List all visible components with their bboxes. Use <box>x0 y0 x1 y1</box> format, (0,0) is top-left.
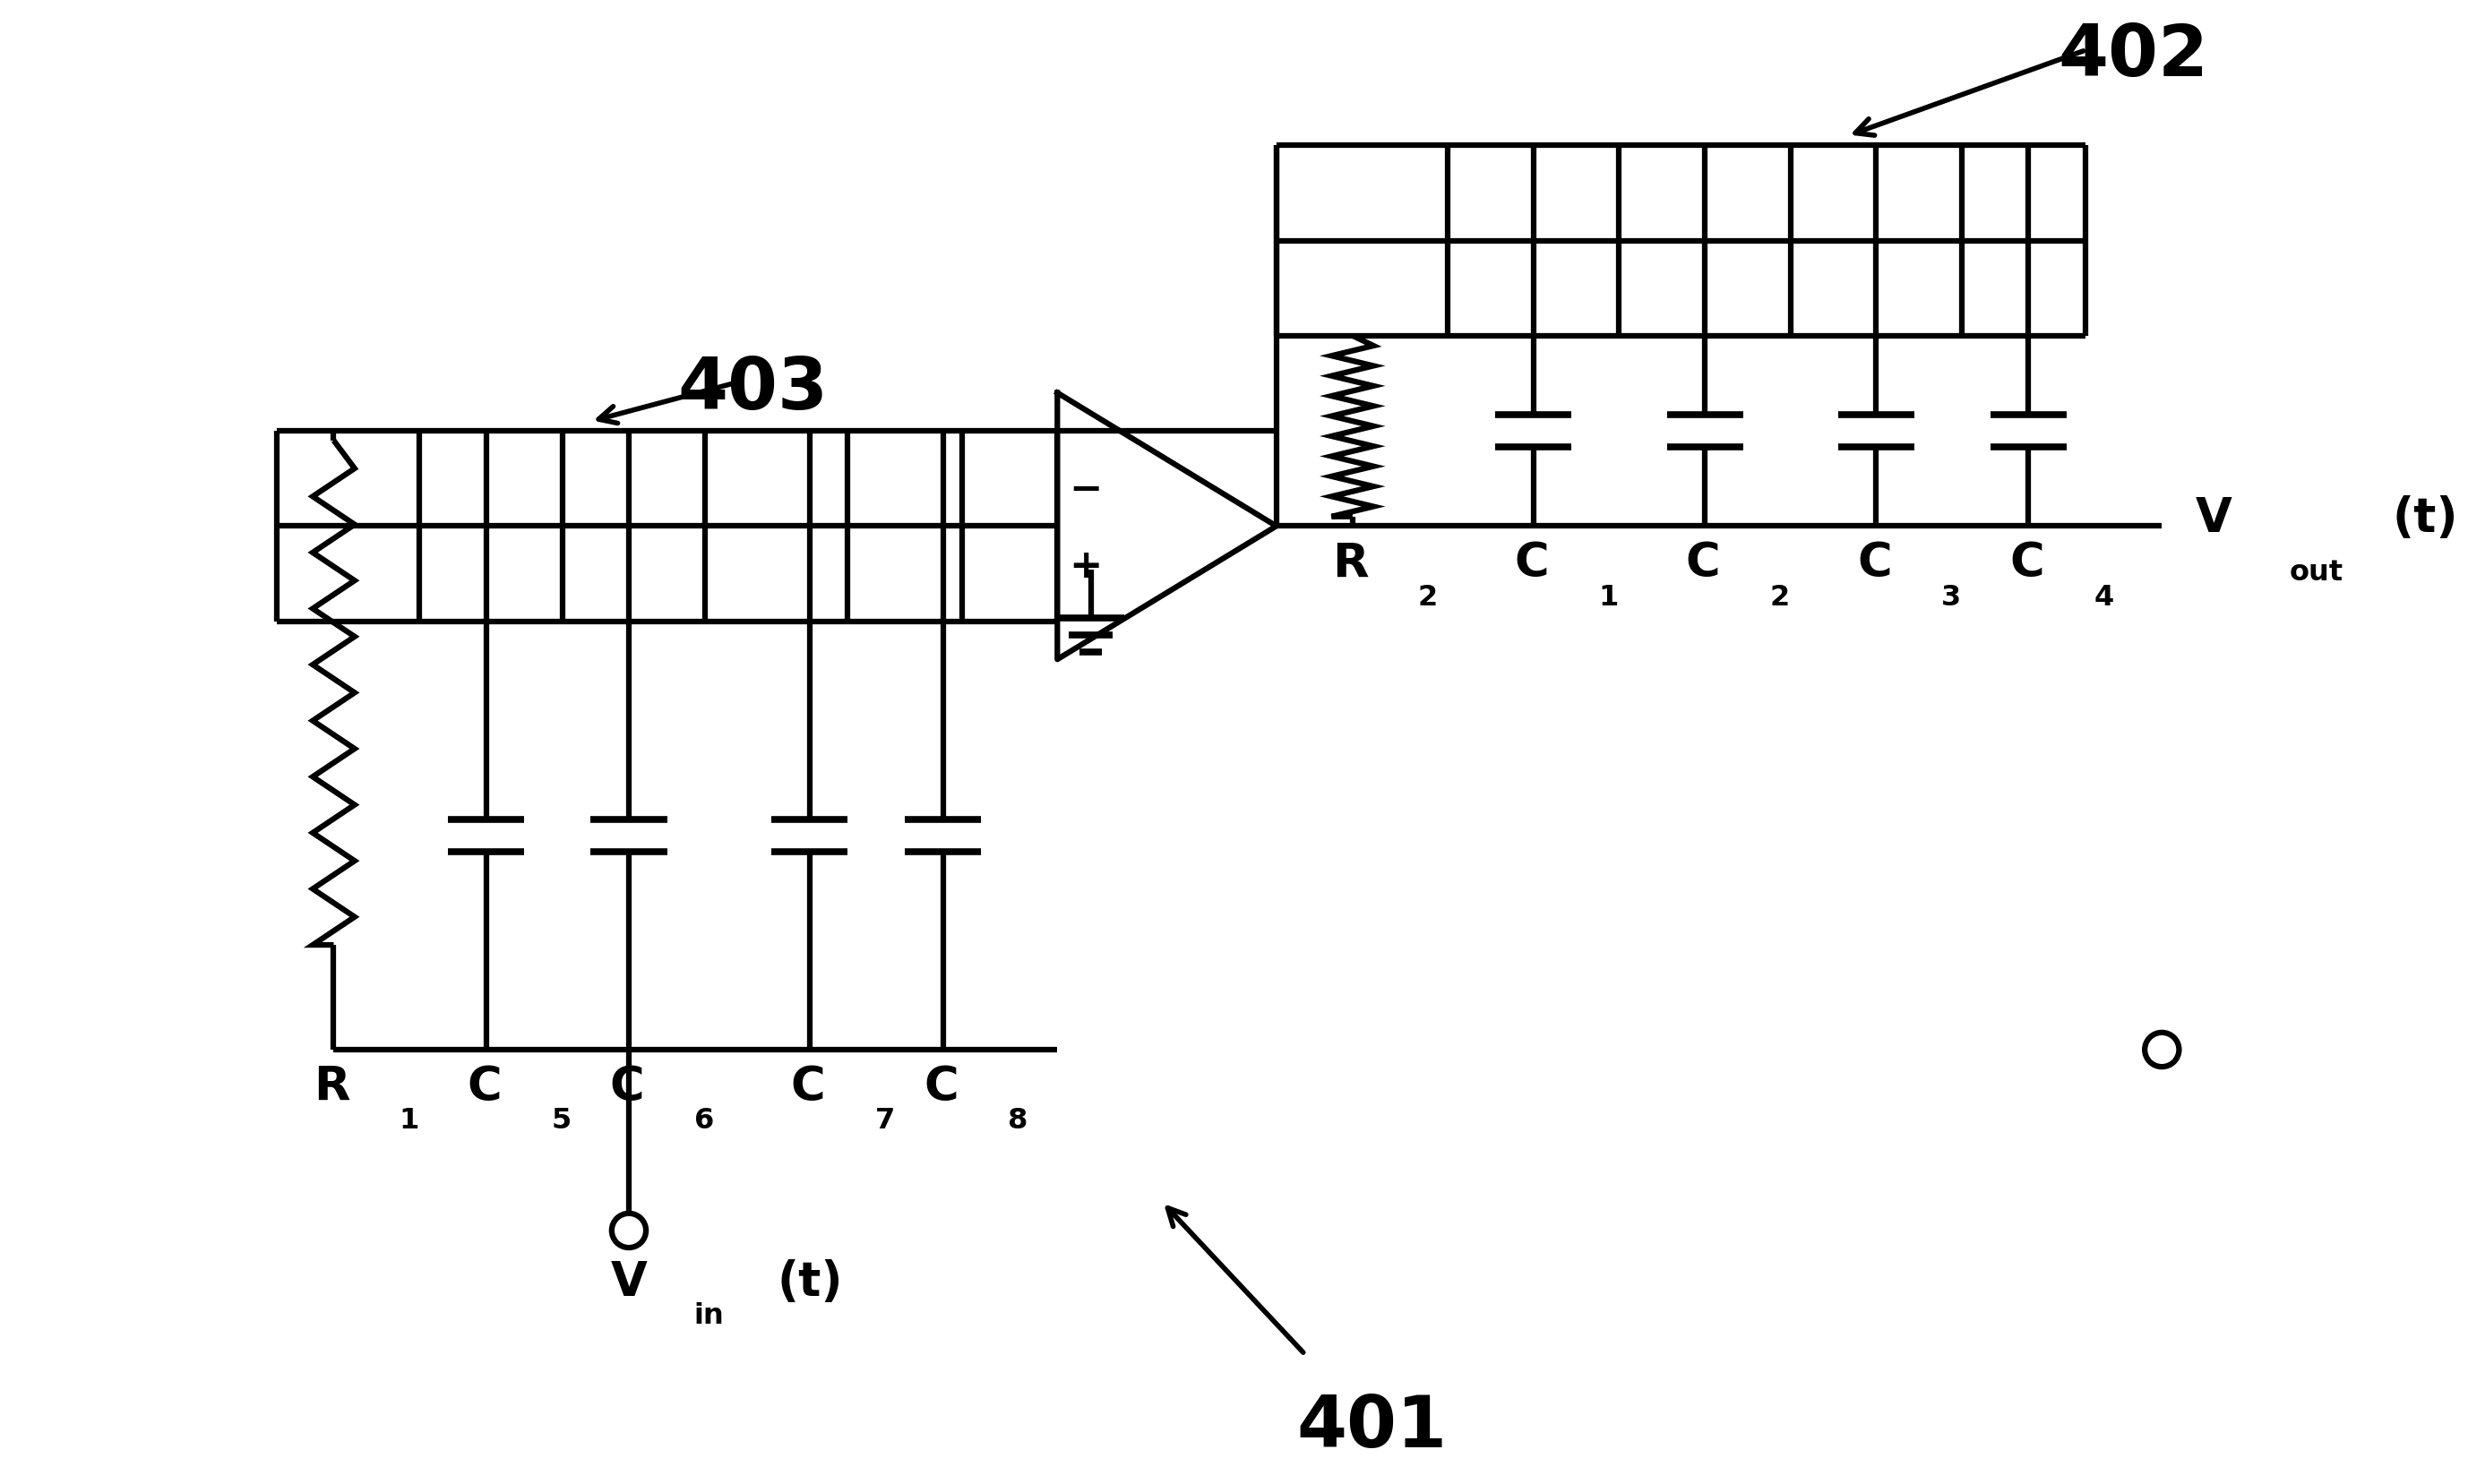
Text: 4: 4 <box>2093 583 2113 611</box>
Text: C: C <box>923 1064 958 1110</box>
Text: in: in <box>694 1303 723 1330</box>
Text: +: + <box>1069 546 1103 585</box>
Text: 7: 7 <box>874 1107 896 1135</box>
Text: 403: 403 <box>676 355 827 424</box>
Text: C: C <box>1686 540 1720 586</box>
Text: 6: 6 <box>694 1107 713 1135</box>
Text: R: R <box>1333 540 1370 586</box>
Text: 8: 8 <box>1009 1107 1029 1135</box>
Text: 402: 402 <box>2058 22 2209 92</box>
Text: C: C <box>2009 540 2044 586</box>
Text: −: − <box>1069 470 1103 509</box>
Text: C: C <box>466 1064 501 1110</box>
Text: V: V <box>2194 496 2231 542</box>
Text: (t): (t) <box>777 1258 844 1306</box>
Text: 5: 5 <box>550 1107 570 1135</box>
Text: 1: 1 <box>400 1107 420 1135</box>
Text: C: C <box>790 1064 824 1110</box>
Text: C: C <box>1856 540 1890 586</box>
Text: C: C <box>610 1064 644 1110</box>
Text: V: V <box>610 1258 647 1306</box>
Text: (t): (t) <box>2391 496 2458 542</box>
Text: 401: 401 <box>1296 1392 1446 1462</box>
Text: 3: 3 <box>1942 583 1962 611</box>
Text: 2: 2 <box>1417 583 1436 611</box>
Text: 1: 1 <box>1599 583 1619 611</box>
Text: R: R <box>313 1064 350 1110</box>
Text: C: C <box>1515 540 1550 586</box>
Text: 2: 2 <box>1770 583 1789 611</box>
Text: out: out <box>2290 559 2342 588</box>
